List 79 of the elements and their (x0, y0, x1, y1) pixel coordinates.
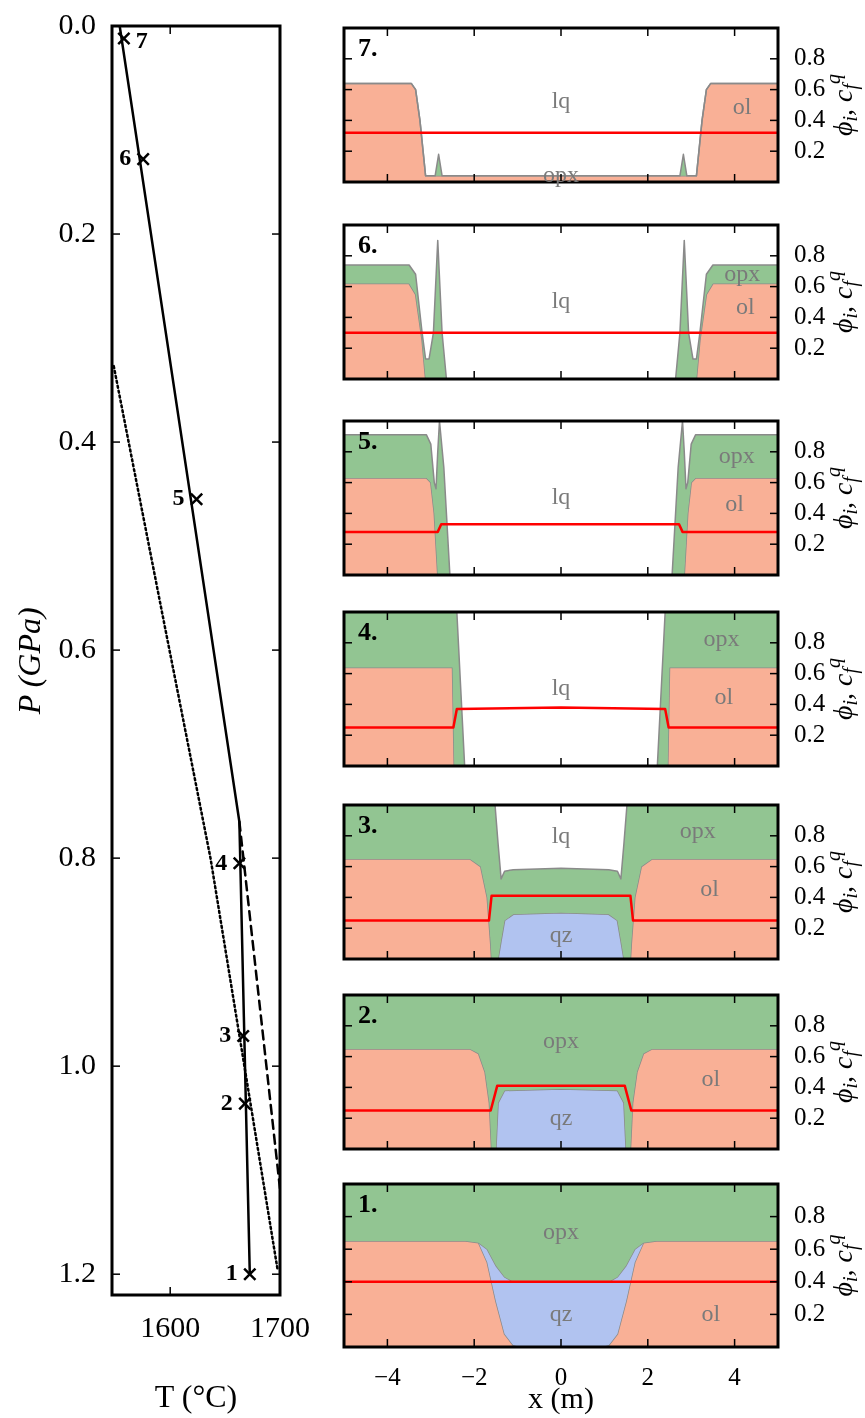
annotation: lq (551, 483, 571, 510)
chart-title: 6. (358, 229, 378, 259)
y-tick-label: 0.8 (794, 43, 826, 71)
y-tick-label: 0.6 (794, 467, 826, 495)
annotation: 7 (135, 26, 148, 53)
point (236, 1029, 251, 1043)
annotation: 5 (172, 484, 185, 511)
y-tick-label: 0.8 (58, 839, 96, 873)
annotation: 6 (119, 144, 132, 171)
series-label: opx (703, 625, 740, 652)
annotation: 2 (220, 1088, 233, 1115)
y-tick-label: 0.2 (794, 135, 826, 163)
annotation: lq (551, 674, 571, 701)
point (116, 31, 131, 46)
series-label: qz (549, 1104, 573, 1131)
series-label: qz (549, 1299, 573, 1326)
annotation: 4 (215, 848, 228, 875)
y-tick-label: 0.2 (794, 528, 826, 556)
y-tick-label: 0.6 (794, 1041, 826, 1069)
y-tick-label: 0.6 (794, 74, 826, 102)
point (237, 1096, 252, 1111)
y-tick-label: 0.6 (794, 271, 826, 299)
x-tick-label: 2 (641, 1362, 655, 1390)
y-tick-label: 0.2 (794, 1102, 826, 1130)
series-label: ol (736, 293, 756, 320)
y-tick-label: 0.0 (58, 6, 96, 40)
y-tick-label: 0.8 (794, 627, 826, 655)
x-axis-title: T (°C) (154, 1378, 238, 1415)
point (232, 856, 247, 871)
y-tick-label: 0.6 (794, 658, 826, 686)
y-tick-label: 1.0 (58, 1047, 96, 1081)
series-label: opx (543, 161, 579, 188)
annotation: lq (551, 287, 571, 314)
annotation: 1 (225, 1259, 238, 1286)
chart-title: 7. (358, 32, 378, 62)
y-tick-label: 0.2 (794, 912, 826, 940)
y-tick-label: 0.2 (58, 214, 96, 248)
series-label: opx (718, 441, 755, 468)
y-tick-label: 0.4 (58, 422, 96, 456)
y-tick-label: 0.6 (58, 630, 96, 664)
series-label: qz (549, 921, 573, 948)
chart-title: 2. (358, 999, 378, 1029)
annotation: 3 (219, 1021, 232, 1048)
series-label: opx (543, 1027, 579, 1054)
y-tick-label: 0.6 (794, 851, 826, 879)
series-label: opx (679, 817, 716, 844)
x-tick-label: −2 (460, 1362, 488, 1390)
point (189, 492, 204, 507)
chart-title: 3. (358, 809, 378, 839)
chart-title: 1. (358, 1188, 378, 1218)
series-label: opx (724, 259, 761, 286)
series-label: ol (714, 682, 734, 709)
point (136, 152, 151, 167)
y-tick-label: 0.2 (794, 332, 826, 360)
point (242, 1267, 257, 1282)
x-tick-label: 4 (728, 1362, 742, 1390)
y-tick-label: 0.8 (794, 1010, 826, 1038)
chart-title: 5. (358, 425, 378, 455)
y-tick-label: 0.2 (794, 1298, 826, 1326)
y-tick-label: 0.8 (794, 240, 826, 268)
x-tick-label: 1600 (140, 1309, 201, 1343)
y-tick-label: 0.6 (794, 1233, 826, 1261)
y-tick-label: 0.8 (794, 1201, 826, 1229)
x-tick-label: −4 (374, 1362, 402, 1390)
annotation: lq (551, 87, 571, 114)
chart-title: 4. (358, 616, 378, 646)
series-label: ol (700, 875, 720, 901)
annotation: lq (551, 821, 571, 848)
y-tick-label: 0.2 (794, 719, 826, 747)
series-label: ol (732, 93, 752, 120)
y-tick-label: 1.2 (58, 1255, 96, 1289)
y-tick-label: 0.8 (794, 436, 826, 464)
y-axis-title: P (GPa) (11, 607, 48, 716)
series-label: ol (701, 1299, 721, 1326)
y-tick-label: 0.8 (794, 820, 826, 848)
series-label: ol (725, 490, 745, 517)
series-label: ol (701, 1065, 721, 1091)
series-label: opx (543, 1218, 579, 1245)
x-tick-label: 1700 (250, 1309, 310, 1343)
